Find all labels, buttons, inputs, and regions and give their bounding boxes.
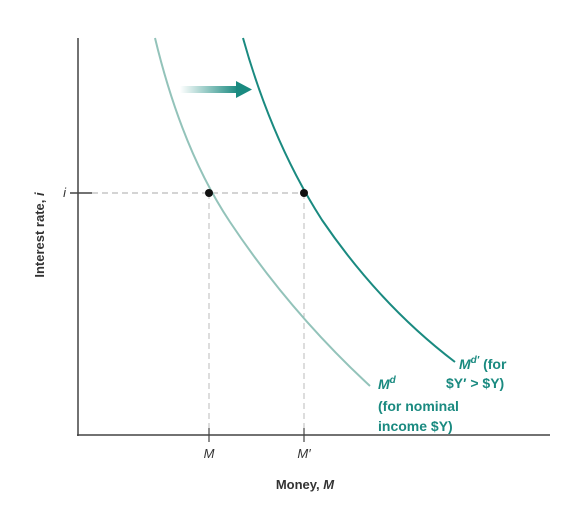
curve-note: $Y′ > $Y): [446, 375, 504, 391]
y-tick-label: i: [63, 185, 67, 200]
shifted-demand-curve: [242, 37, 456, 363]
shift-arrow-head: [236, 81, 252, 98]
equilibrium-point: [300, 189, 308, 197]
equilibrium-point: [205, 189, 213, 197]
x-tick-label: M′: [297, 446, 311, 461]
curve-label: Md′ (for: [459, 355, 507, 372]
curve-note: income $Y): [378, 418, 453, 434]
curve-note: (for nominal: [378, 398, 459, 414]
y-axis-label: Interest rate, i: [32, 192, 47, 278]
curve-symbol: M: [378, 376, 390, 392]
x-axis-label: Money, M: [276, 477, 335, 492]
x-tick-label: M: [204, 446, 215, 461]
money-demand-curve: [154, 37, 371, 387]
x-axis-variable: M: [323, 477, 335, 492]
curve-symbol: M: [459, 356, 471, 372]
y-axis-label-text: Interest rate,: [32, 200, 47, 278]
shift-arrow: [180, 86, 238, 93]
curve-superscript: d: [390, 375, 397, 386]
curve-note: (for: [479, 356, 507, 372]
y-axis-variable: i: [32, 192, 47, 196]
curve-label: Md: [378, 375, 397, 392]
x-axis-label-text: Money,: [276, 477, 320, 492]
curve-superscript: d′: [471, 355, 480, 366]
